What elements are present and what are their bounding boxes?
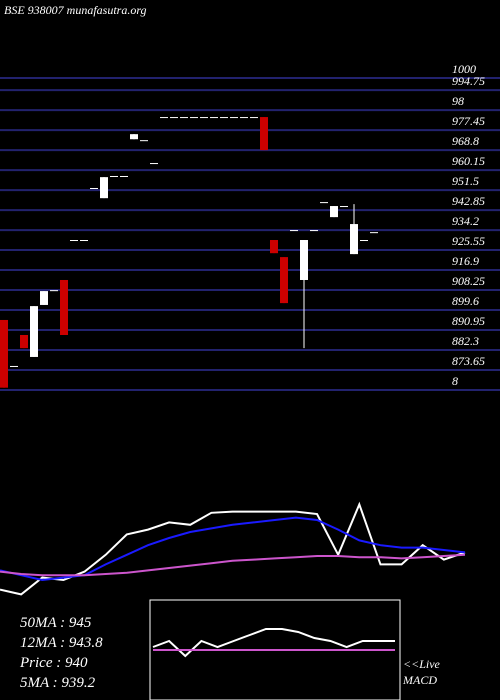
series-line bbox=[0, 553, 466, 577]
y-tick-label: 890.95 bbox=[452, 314, 485, 328]
candle-body bbox=[210, 117, 218, 119]
y-tick-label: 916.9 bbox=[452, 254, 479, 268]
y-tick-label: 977.45 bbox=[452, 114, 485, 128]
y-tick-label: 951.5 bbox=[452, 174, 479, 188]
chart-title: BSE 938007 munafasutra.org bbox=[4, 3, 147, 17]
info-label: 12MA : 943.8 bbox=[20, 635, 103, 651]
candle-body bbox=[160, 117, 168, 119]
candle-body bbox=[290, 230, 298, 232]
series-line bbox=[152, 628, 395, 658]
candle-body bbox=[150, 163, 158, 165]
y-tick-label: 882.3 bbox=[452, 334, 479, 348]
candle-body bbox=[230, 117, 238, 119]
series-line bbox=[0, 516, 466, 582]
candle-body bbox=[180, 117, 188, 119]
y-tick-label: 994.75 bbox=[452, 74, 485, 88]
candle-body bbox=[190, 117, 198, 119]
macd-frame bbox=[149, 599, 401, 700]
y-tick-label: 934.2 bbox=[452, 214, 479, 228]
macd-subtitle: MACD bbox=[402, 673, 437, 687]
y-tick-label: 908.25 bbox=[452, 274, 485, 288]
candle-body bbox=[60, 279, 68, 335]
y-tick-label: 899.6 bbox=[452, 294, 479, 308]
candle-body bbox=[370, 232, 378, 234]
macd-title: <<Live bbox=[403, 657, 441, 671]
candle-body bbox=[50, 290, 58, 292]
series-line bbox=[0, 501, 466, 596]
candle-body bbox=[360, 240, 368, 242]
candle-body bbox=[20, 334, 28, 349]
candle-body bbox=[310, 230, 318, 232]
candle-body bbox=[270, 240, 278, 254]
candle-body bbox=[70, 240, 78, 242]
candle-body bbox=[320, 202, 328, 204]
y-tick-label: 873.65 bbox=[452, 354, 485, 368]
candle-body bbox=[350, 224, 358, 255]
candle-body bbox=[200, 117, 208, 119]
candle-body bbox=[100, 177, 108, 199]
y-tick-label: 98 bbox=[452, 94, 464, 108]
y-tick-label: 960.15 bbox=[452, 154, 485, 168]
y-tick-label: 925.55 bbox=[452, 234, 485, 248]
y-tick-label: 968.8 bbox=[452, 134, 479, 148]
candle-body bbox=[120, 175, 128, 177]
candle-body bbox=[250, 117, 258, 119]
y-tick-label: 942.85 bbox=[452, 194, 485, 208]
candle-body bbox=[260, 117, 268, 151]
info-label: Price : 940 bbox=[19, 655, 88, 671]
y-tick-label: 1000 bbox=[452, 62, 476, 76]
info-label: 50MA : 945 bbox=[20, 615, 92, 631]
candle-body bbox=[340, 206, 348, 208]
candle-body bbox=[140, 140, 148, 142]
candle-body bbox=[10, 365, 18, 367]
candle-body bbox=[80, 240, 88, 242]
candle-body bbox=[170, 117, 178, 119]
info-label: 5MA : 939.2 bbox=[20, 675, 96, 691]
candle-body bbox=[90, 188, 98, 190]
candle-body bbox=[130, 134, 138, 140]
candle-body bbox=[220, 117, 228, 119]
candle-body bbox=[330, 206, 338, 218]
candle-body bbox=[240, 117, 248, 119]
candle-body bbox=[30, 306, 38, 357]
candle-body bbox=[110, 175, 118, 177]
candle-body bbox=[280, 257, 288, 304]
candle-body bbox=[0, 319, 8, 388]
candle-body bbox=[300, 240, 308, 280]
candle-body bbox=[40, 291, 48, 305]
y-tick-label: 8 bbox=[452, 374, 458, 388]
